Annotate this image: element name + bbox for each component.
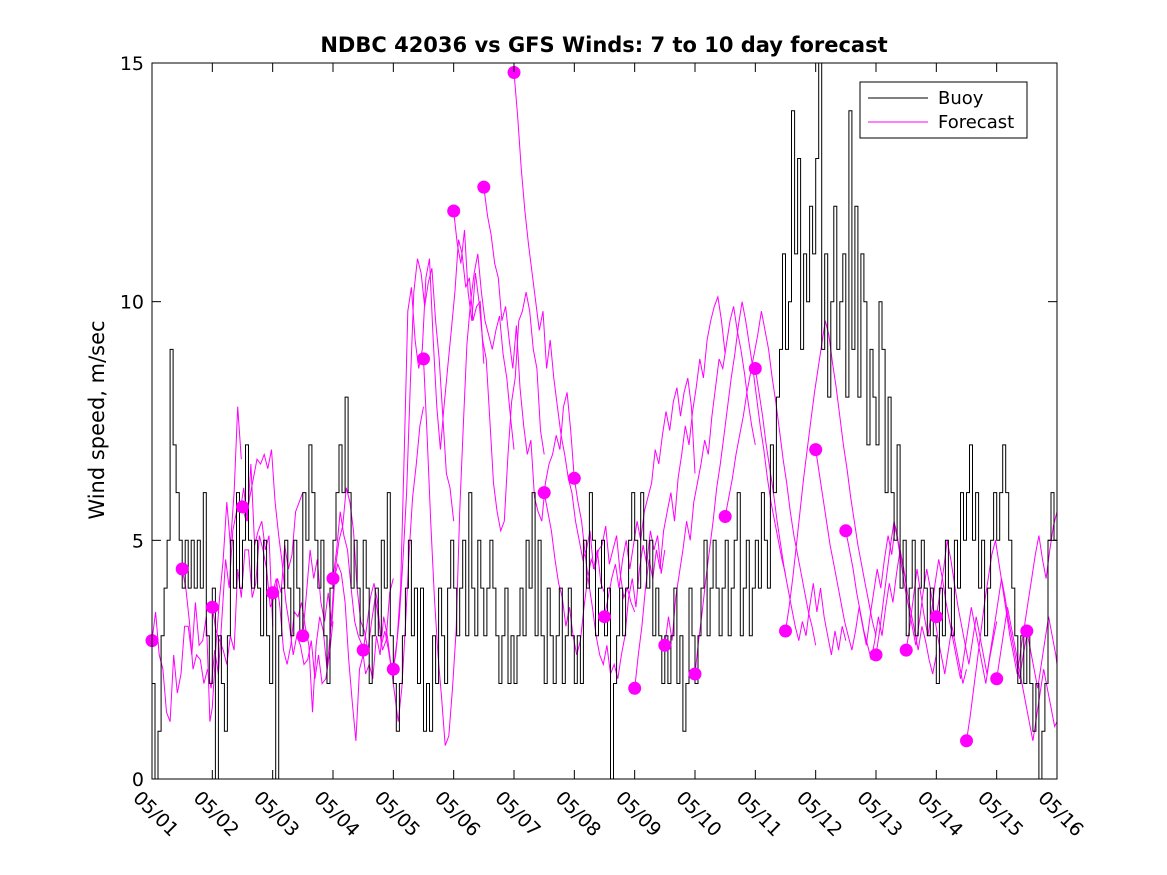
forecast-run-line-3 xyxy=(242,449,334,685)
forecast-marker-17 xyxy=(658,638,672,652)
forecast-marker-6 xyxy=(326,572,340,585)
forecast-marker-20 xyxy=(748,362,762,375)
forecast-marker-19 xyxy=(718,510,732,523)
forecast-run-line-11 xyxy=(483,187,575,522)
forecast-marker-12 xyxy=(507,66,521,79)
forecast-marker-26 xyxy=(929,610,943,624)
forecast-marker-29 xyxy=(1020,624,1034,638)
forecast-run-line-27 xyxy=(966,511,1058,741)
y-tick-label-0: 0 xyxy=(132,769,144,791)
forecast-marker-22 xyxy=(809,443,823,457)
forecast-run-line-29 xyxy=(1026,616,1058,689)
y-tick-label-2: 10 xyxy=(120,292,144,314)
forecast-marker-15 xyxy=(598,610,611,624)
legend-forecast-label: Forecast xyxy=(938,112,1014,133)
forecast-marker-24 xyxy=(869,648,883,662)
forecast-marker-16 xyxy=(628,681,642,695)
forecast-marker-7 xyxy=(356,643,370,657)
y-tick-label-3: 15 xyxy=(120,53,144,75)
forecast-marker-11 xyxy=(477,180,491,194)
forecast-run-line-17 xyxy=(664,306,756,646)
forecast-run-line-28 xyxy=(996,607,1058,741)
forecast-marker-5 xyxy=(296,629,310,643)
forecast-marker-1 xyxy=(175,562,189,576)
forecast-run-line-23 xyxy=(845,530,937,675)
legend-buoy-label: Buoy xyxy=(938,88,984,109)
legend-box xyxy=(859,81,1028,139)
forecast-marker-2 xyxy=(205,600,219,614)
forecast-marker-18 xyxy=(688,667,702,681)
forecast-marker-27 xyxy=(960,734,973,748)
forecast-marker-9 xyxy=(417,352,430,366)
forecast-run-line-10 xyxy=(453,210,545,533)
forecast-marker-28 xyxy=(990,672,1004,686)
forecast-marker-23 xyxy=(839,524,853,538)
buoy-line xyxy=(152,62,1057,780)
forecast-marker-3 xyxy=(236,500,249,514)
forecast-marker-4 xyxy=(266,586,280,600)
forecast-run-line-0 xyxy=(151,406,242,722)
forecast-marker-14 xyxy=(567,471,581,485)
legend: Buoy Forecast xyxy=(859,81,1028,139)
plot-frame xyxy=(151,62,1058,780)
forecast-run-line-8 xyxy=(392,239,485,670)
forecast-marker-21 xyxy=(779,624,792,638)
forecast-run-line-26 xyxy=(935,540,1028,679)
chart-title: NDBC 42036 vs GFS Winds: 7 to 10 day for… xyxy=(320,33,887,57)
y-axis-label: Wind speed, m/sec xyxy=(85,320,109,519)
forecast-run-line-4 xyxy=(272,562,364,741)
y-tick-label-1: 5 xyxy=(132,530,144,552)
forecast-marker-13 xyxy=(537,486,551,500)
plot-area xyxy=(145,62,1058,780)
forecast-run-line-19 xyxy=(724,311,817,646)
forecast-marker-10 xyxy=(447,204,461,218)
forecast-marker-8 xyxy=(386,662,400,676)
forecast-run-line-15 xyxy=(604,377,696,617)
forecast-run-line-1 xyxy=(181,463,274,689)
forecast-marker-25 xyxy=(899,643,913,657)
